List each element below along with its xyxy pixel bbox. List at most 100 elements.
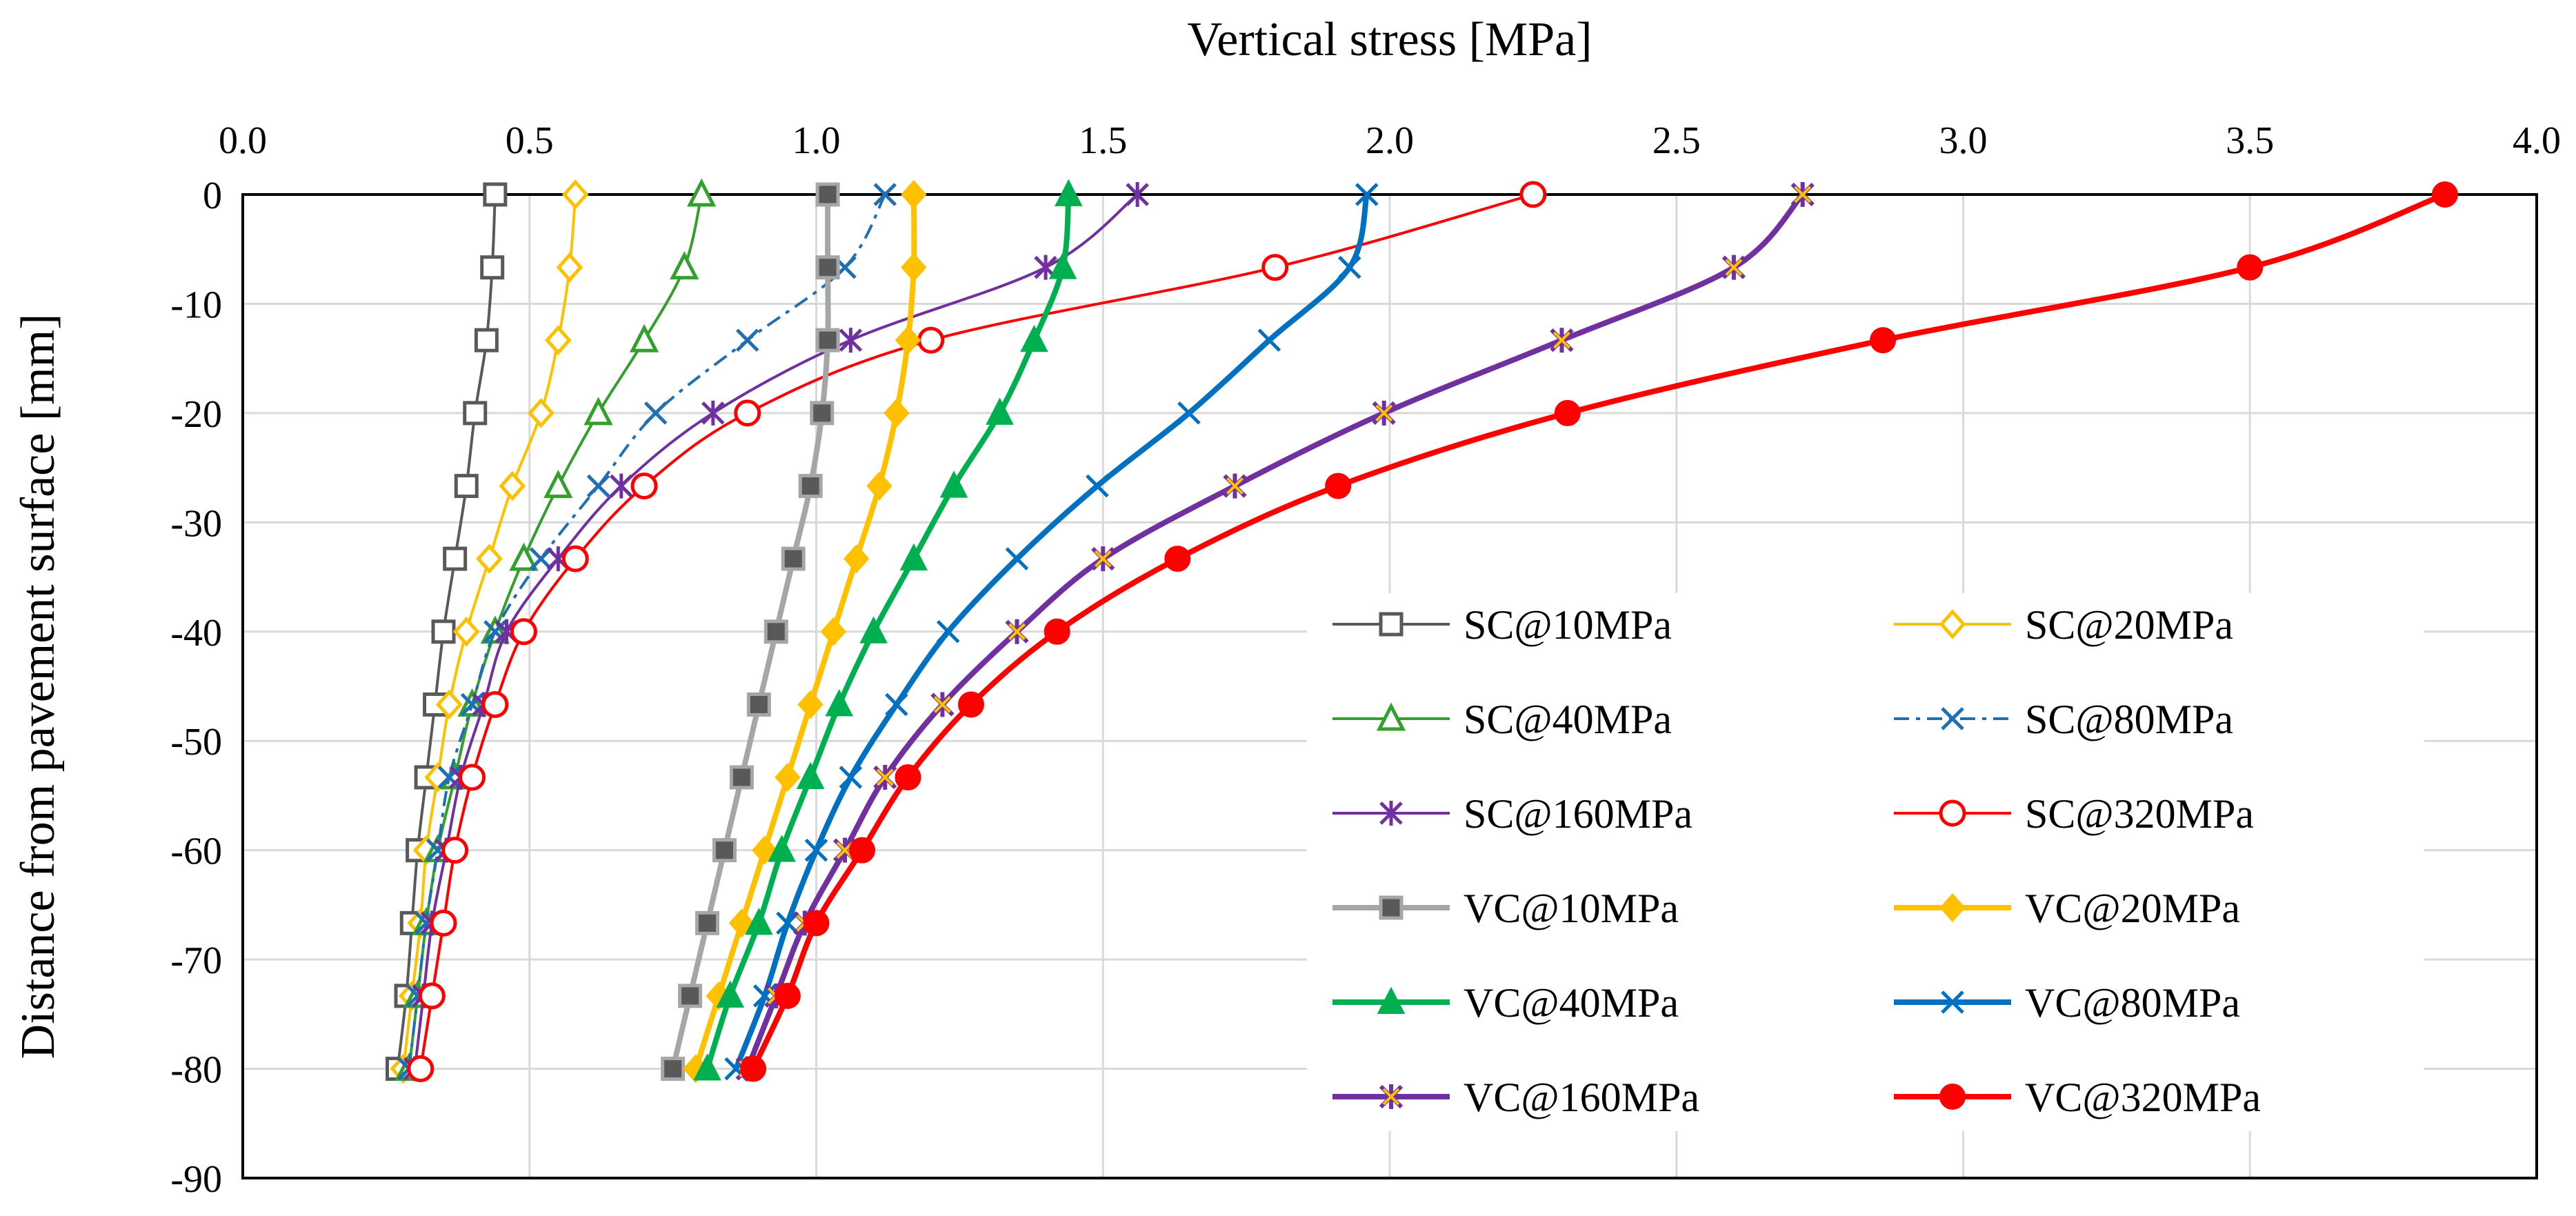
y-tick-label: -10 — [170, 283, 222, 326]
data-point-marker — [431, 619, 456, 644]
data-point-marker — [796, 761, 825, 789]
data-point-marker — [418, 982, 446, 1010]
data-point-marker — [1177, 401, 1201, 425]
data-point-marker — [1048, 252, 1077, 279]
data-point-marker — [873, 183, 897, 206]
data-point-marker — [797, 690, 823, 719]
series-line — [750, 192, 2446, 1070]
legend-item: SC@40MPa — [1332, 697, 1672, 742]
series-sc-320mpa — [407, 181, 1547, 1083]
data-point-marker — [452, 617, 480, 647]
legend-item: VC@160MPa — [1332, 1075, 1699, 1120]
data-point-marker — [561, 179, 589, 210]
data-point-marker — [895, 764, 921, 790]
data-point-marker — [1375, 404, 1393, 422]
data-point-marker — [1941, 990, 1964, 1014]
data-point-marker — [543, 470, 573, 499]
data-point-marker — [1553, 331, 1570, 349]
data-point-marker — [815, 182, 840, 207]
data-point-marker — [687, 178, 717, 207]
data-point-marker — [781, 546, 806, 571]
data-point-marker — [1355, 183, 1379, 206]
data-point-marker — [695, 910, 720, 935]
data-point-marker — [836, 841, 854, 859]
data-point-marker — [843, 544, 870, 574]
legend-label: VC@20MPa — [2025, 886, 2240, 931]
data-point-marker — [678, 984, 703, 1008]
data-point-marker — [435, 689, 463, 720]
legend-label: SC@20MPa — [2025, 602, 2233, 648]
data-point-marker — [895, 326, 921, 355]
data-point-marker — [476, 544, 503, 574]
data-point-marker — [774, 982, 801, 1009]
x-axis-ticks: 0.0 0.5 1.0 1.5 2.0 2.5 3.0 3.5 4.0 — [219, 119, 2561, 162]
y-tick-label: -70 — [170, 939, 222, 982]
data-point-marker — [839, 766, 863, 789]
data-point-marker — [775, 762, 801, 792]
data-point-marker — [1519, 181, 1547, 208]
legend-item: SC@20MPa — [1894, 602, 2233, 648]
data-point-marker — [1325, 472, 1352, 499]
data-point-marker — [839, 328, 863, 353]
data-point-marker — [701, 400, 725, 426]
data-point-marker — [586, 474, 610, 498]
legend-label: SC@10MPa — [1464, 602, 1672, 648]
data-point-marker — [859, 616, 888, 644]
legend: SC@10MPa SC@20MPa SC@40MPa SC@80MPa SC@160MP… — [1307, 593, 2424, 1131]
data-point-marker — [734, 399, 761, 427]
data-point-marker — [939, 470, 968, 498]
data-point-marker — [1377, 986, 1406, 1014]
data-point-marker — [1261, 254, 1289, 281]
legend-label: SC@320MPa — [2025, 791, 2254, 837]
data-point-marker — [544, 325, 572, 355]
data-point-marker — [509, 542, 539, 571]
data-point-marker — [798, 474, 823, 499]
data-point-marker — [1379, 895, 1404, 920]
x-tick-label: 3.0 — [1939, 119, 1988, 162]
data-point-marker — [556, 252, 583, 283]
data-point-marker — [1008, 623, 1026, 641]
x-tick-label: 3.5 — [2226, 119, 2274, 162]
legend-item: VC@320MPa — [1894, 1075, 2261, 1120]
legend-item: SC@320MPa — [1894, 791, 2254, 837]
data-point-marker — [810, 401, 835, 426]
data-point-marker — [958, 691, 985, 718]
data-point-marker — [917, 326, 945, 354]
data-point-marker — [1379, 801, 1403, 826]
data-point-marker — [661, 1057, 686, 1082]
legend-item: SC@10MPa — [1332, 602, 1672, 648]
legend-label: VC@320MPa — [2025, 1075, 2261, 1120]
data-point-marker — [1554, 399, 1581, 426]
y-tick-label: -90 — [170, 1158, 222, 1201]
data-point-marker — [1044, 618, 1070, 645]
data-point-marker — [1382, 1088, 1400, 1106]
data-point-marker — [804, 838, 828, 862]
data-point-marker — [1164, 546, 1191, 572]
data-point-marker — [480, 255, 505, 280]
data-point-marker — [885, 692, 908, 717]
data-point-marker — [610, 473, 633, 499]
data-point-marker — [670, 251, 699, 280]
data-point-marker — [1941, 707, 1964, 730]
legend-label: SC@160MPa — [1464, 791, 1693, 837]
data-point-marker — [901, 252, 927, 282]
data-point-marker — [1094, 550, 1112, 568]
data-point-marker — [561, 545, 589, 572]
data-point-marker — [1055, 179, 1083, 206]
data-point-marker — [751, 835, 778, 865]
data-point-marker — [459, 764, 486, 791]
x-tick-label: 4.0 — [2513, 119, 2561, 162]
data-point-marker — [803, 910, 830, 937]
data-point-marker — [1939, 1084, 1966, 1110]
data-point-marker — [1086, 474, 1109, 498]
data-point-marker — [1257, 328, 1281, 352]
data-point-marker — [443, 546, 468, 571]
data-point-marker — [529, 547, 553, 570]
series-vc-320mpa — [740, 181, 2458, 1082]
data-point-marker — [2237, 254, 2264, 281]
legend-label: VC@80MPa — [2025, 980, 2240, 1026]
y-tick-label: 0 — [203, 175, 222, 217]
plot-area — [241, 193, 2538, 1179]
data-point-marker — [740, 1055, 767, 1082]
